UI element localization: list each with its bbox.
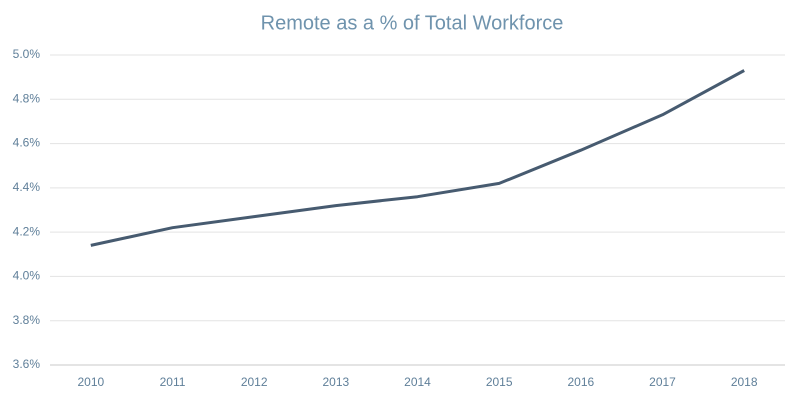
y-tick-label: 3.6% bbox=[13, 357, 41, 371]
y-tick-label: 4.0% bbox=[13, 269, 41, 283]
x-tick-label: 2018 bbox=[731, 375, 758, 389]
x-tick-label: 2012 bbox=[241, 375, 268, 389]
x-tick-label: 2010 bbox=[77, 375, 104, 389]
data-line bbox=[90, 69, 745, 247]
x-tick-label: 2015 bbox=[486, 375, 513, 389]
x-tick-label: 2013 bbox=[322, 375, 349, 389]
x-tick-label: 2017 bbox=[649, 375, 676, 389]
y-tick-label: 3.8% bbox=[13, 313, 41, 327]
y-tick-label: 4.8% bbox=[13, 91, 41, 105]
x-tick-label: 2014 bbox=[404, 375, 431, 389]
chart-title: Remote as a % of Total Workforce bbox=[261, 12, 564, 34]
y-tick-label: 5.0% bbox=[13, 47, 41, 61]
y-tick-label: 4.6% bbox=[13, 136, 41, 150]
y-tick-label: 4.4% bbox=[13, 180, 41, 194]
x-tick-label: 2011 bbox=[160, 375, 186, 389]
x-tick-label: 2016 bbox=[567, 375, 594, 389]
y-tick-label: 4.2% bbox=[13, 224, 41, 238]
